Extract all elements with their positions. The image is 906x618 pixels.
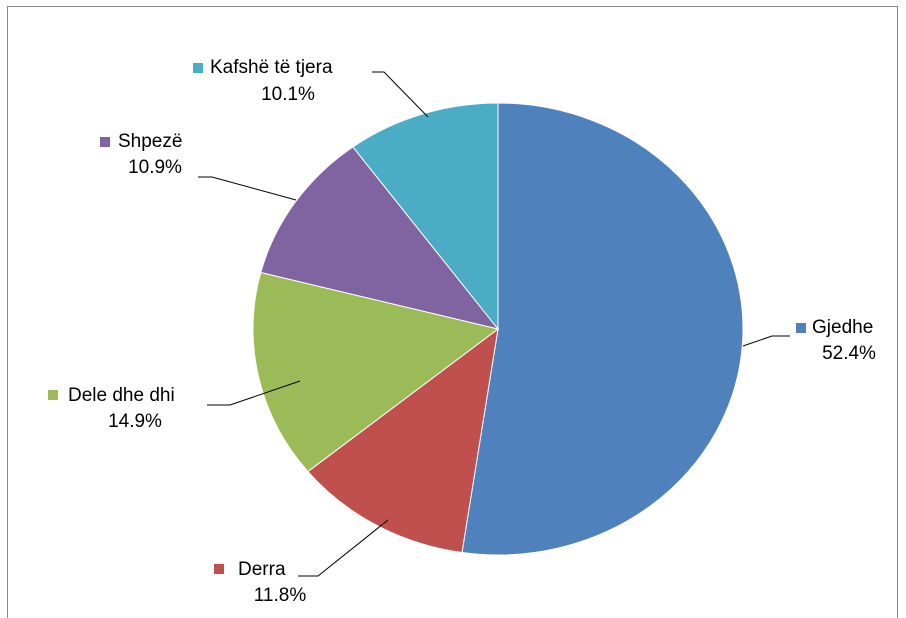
legend-swatch <box>796 323 806 333</box>
chart-frame <box>7 6 898 618</box>
pie-slice <box>252 271 500 473</box>
value-label: 11.8% <box>254 585 307 606</box>
pie-slice <box>461 102 744 556</box>
legend-swatch <box>214 564 224 574</box>
category-label: Derra <box>238 559 286 580</box>
pie-slice <box>307 327 499 554</box>
leader-line <box>298 519 389 577</box>
category-label: Dele dhe dhi <box>68 385 175 406</box>
leader-line <box>207 380 301 406</box>
legend-swatch <box>48 390 58 400</box>
value-label: 14.9% <box>108 411 162 432</box>
leader-line <box>742 335 790 347</box>
leader-line <box>372 71 429 118</box>
value-label: 10.1% <box>261 84 315 105</box>
legend-swatch <box>100 137 110 147</box>
category-label: Kafshë të tjera <box>210 57 333 78</box>
category-label: Gjedhe <box>812 317 873 338</box>
legend-swatch <box>193 63 203 73</box>
category-label: Shpezë <box>118 131 182 152</box>
pie-slice <box>260 146 500 330</box>
value-label: 10.9% <box>128 157 182 178</box>
pie-slice <box>352 102 499 331</box>
leader-line <box>198 176 297 201</box>
value-label: 52.4% <box>822 343 876 364</box>
